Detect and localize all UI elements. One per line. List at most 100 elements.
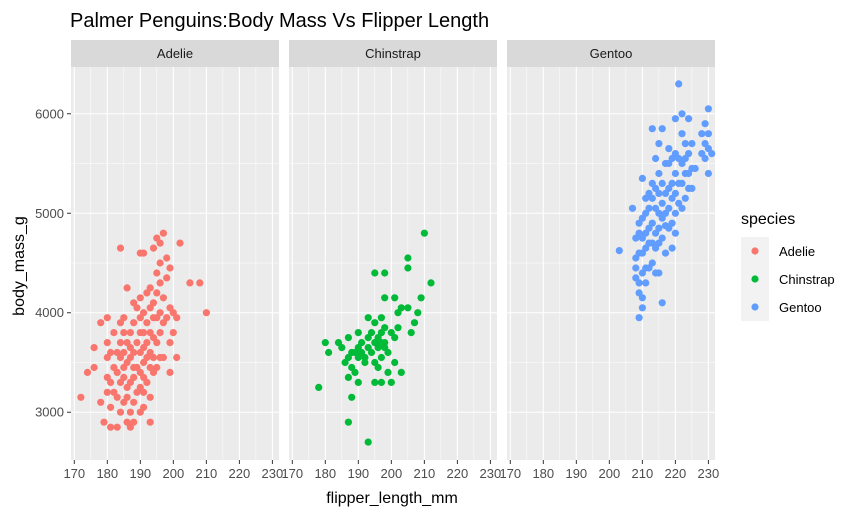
- facet-panel-chinstrap: Chinstrap 170 180 190 200 210 220 230: [281, 40, 501, 481]
- data-point: [648, 125, 656, 133]
- panel-background: [507, 67, 715, 460]
- data-point: [678, 110, 686, 118]
- data-point: [655, 269, 663, 277]
- facet-panel-gentoo: Gentoo 170 180 190 200 210 220 230: [499, 40, 719, 481]
- data-point: [120, 314, 128, 322]
- data-point: [671, 115, 680, 123]
- data-point: [77, 393, 85, 401]
- data-point: [146, 393, 154, 401]
- data-point: [107, 348, 115, 357]
- data-point: [661, 249, 670, 257]
- data-point: [384, 348, 392, 357]
- data-point: [671, 189, 680, 197]
- data-point: [391, 294, 399, 302]
- x-tick-label: 210: [632, 466, 654, 481]
- y-tick-label: 5000: [35, 206, 64, 221]
- data-point: [116, 244, 125, 252]
- data-point: [149, 299, 158, 307]
- data-point: [107, 423, 115, 431]
- data-point: [136, 294, 144, 302]
- data-point: [103, 314, 111, 322]
- data-point: [377, 378, 385, 386]
- data-point: [638, 294, 647, 302]
- data-point: [348, 393, 356, 401]
- data-point: [126, 329, 134, 337]
- x-tick-label: 200: [598, 466, 620, 481]
- data-point: [166, 339, 174, 347]
- data-point: [671, 209, 680, 217]
- data-point: [344, 418, 352, 426]
- data-point: [414, 309, 422, 317]
- data-point: [344, 334, 352, 342]
- data-point: [156, 259, 164, 267]
- data-point: [140, 249, 148, 257]
- data-point: [315, 383, 323, 391]
- data-point: [133, 304, 141, 312]
- data-point: [371, 269, 379, 277]
- data-point: [655, 140, 663, 148]
- data-point: [169, 329, 177, 337]
- legend-label: Gentoo: [779, 300, 822, 315]
- data-point: [638, 304, 647, 312]
- data-point: [397, 368, 405, 376]
- data-point: [133, 339, 141, 347]
- legend-marker: [751, 247, 759, 255]
- data-point: [632, 264, 640, 272]
- data-point: [381, 269, 389, 277]
- data-point: [202, 309, 210, 317]
- x-tick-label: 180: [532, 466, 554, 481]
- data-point: [391, 334, 399, 342]
- data-point: [113, 423, 121, 431]
- data-point: [120, 348, 128, 357]
- data-point: [377, 353, 385, 362]
- x-tick-label: 170: [499, 466, 521, 481]
- y-axis-title: body_mass_g: [11, 216, 28, 316]
- data-point: [325, 348, 333, 357]
- x-tick-label: 210: [414, 466, 436, 481]
- x-tick-label: 200: [162, 466, 184, 481]
- data-point: [113, 368, 121, 376]
- facet-strip-label: Gentoo: [590, 46, 633, 61]
- data-point: [658, 299, 666, 307]
- data-point: [116, 408, 125, 416]
- data-point: [123, 393, 131, 401]
- data-point: [364, 438, 372, 446]
- legend: species Adelie Chinstrap Gentoo: [741, 211, 835, 321]
- data-point: [658, 125, 666, 133]
- data-point: [655, 224, 663, 232]
- data-point: [130, 398, 138, 406]
- data-point: [176, 239, 184, 247]
- data-point: [671, 229, 680, 237]
- facet-strip: [289, 40, 497, 67]
- series-points-adelie: [77, 229, 210, 431]
- data-point: [381, 294, 389, 302]
- data-point: [704, 105, 713, 113]
- data-point: [351, 368, 359, 376]
- data-point: [675, 80, 683, 88]
- data-point: [691, 164, 699, 173]
- data-point: [120, 373, 128, 381]
- data-point: [186, 279, 194, 287]
- data-point: [173, 314, 181, 322]
- data-point: [371, 319, 379, 327]
- facet-strip: [71, 40, 279, 67]
- data-point: [83, 368, 92, 376]
- data-point: [391, 358, 399, 367]
- data-point: [196, 279, 204, 287]
- data-point: [156, 329, 164, 337]
- data-point: [420, 229, 428, 237]
- series-points-chinstrap: [315, 229, 435, 446]
- x-tick-label: 220: [229, 466, 251, 481]
- legend-item-chinstrap: Chinstrap: [741, 265, 835, 293]
- x-tick-label: 180: [314, 466, 336, 481]
- legend-item-gentoo: Gentoo: [741, 293, 822, 321]
- data-point: [354, 378, 362, 386]
- data-point: [110, 329, 118, 337]
- y-tick-label: 4000: [35, 305, 64, 320]
- data-point: [103, 388, 111, 396]
- data-point: [143, 339, 151, 347]
- data-point: [377, 314, 385, 322]
- data-point: [642, 279, 650, 287]
- data-point: [107, 403, 115, 411]
